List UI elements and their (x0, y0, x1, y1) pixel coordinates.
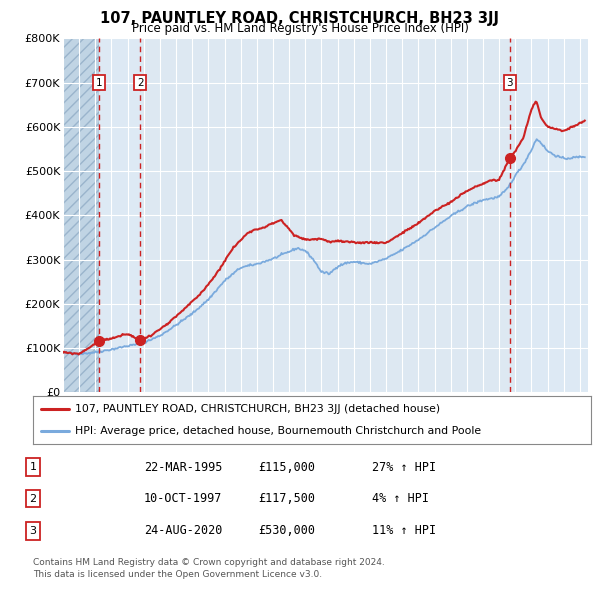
Text: 10-OCT-1997: 10-OCT-1997 (144, 492, 223, 505)
Bar (509, 38, 588, 392)
Bar (99, 38, 140, 392)
Text: HPI: Average price, detached house, Bournemouth Christchurch and Poole: HPI: Average price, detached house, Bour… (75, 426, 481, 436)
Bar (63, 38, 99, 392)
Text: 4% ↑ HPI: 4% ↑ HPI (372, 492, 429, 505)
Text: 107, PAUNTLEY ROAD, CHRISTCHURCH, BH23 3JJ (detached house): 107, PAUNTLEY ROAD, CHRISTCHURCH, BH23 3… (75, 404, 440, 414)
Text: 1: 1 (29, 463, 37, 472)
Text: £117,500: £117,500 (258, 492, 315, 505)
Text: 107, PAUNTLEY ROAD, CHRISTCHURCH, BH23 3JJ: 107, PAUNTLEY ROAD, CHRISTCHURCH, BH23 3… (101, 11, 499, 25)
Text: Contains HM Land Registry data © Crown copyright and database right 2024.
This d: Contains HM Land Registry data © Crown c… (33, 558, 385, 579)
Text: 3: 3 (29, 526, 37, 536)
Text: 2: 2 (137, 78, 143, 87)
Text: 22-MAR-1995: 22-MAR-1995 (144, 461, 223, 474)
Text: 24-AUG-2020: 24-AUG-2020 (144, 525, 223, 537)
Text: £530,000: £530,000 (258, 525, 315, 537)
Text: £115,000: £115,000 (258, 461, 315, 474)
Text: 27% ↑ HPI: 27% ↑ HPI (372, 461, 436, 474)
Text: 3: 3 (506, 78, 513, 87)
Text: 11% ↑ HPI: 11% ↑ HPI (372, 525, 436, 537)
Text: 2: 2 (29, 494, 37, 503)
Text: 1: 1 (95, 78, 102, 87)
Bar (140, 38, 509, 392)
Text: Price paid vs. HM Land Registry's House Price Index (HPI): Price paid vs. HM Land Registry's House … (131, 22, 469, 35)
